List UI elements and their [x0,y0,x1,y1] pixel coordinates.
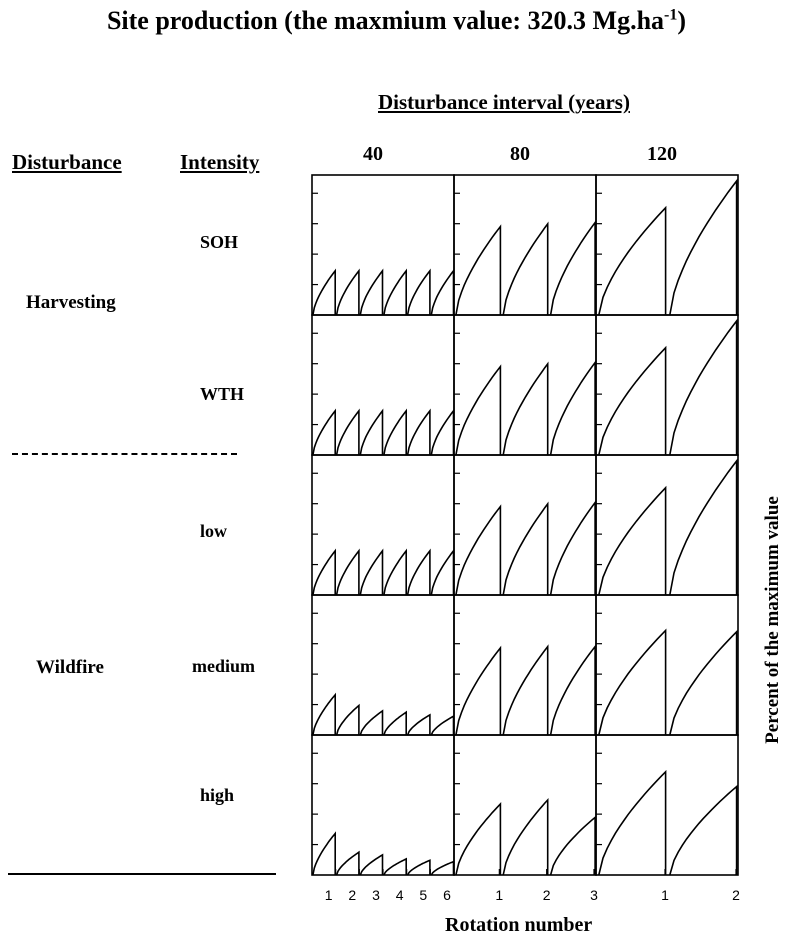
disturbance-header: Disturbance [12,150,122,174]
rotation-curve [549,644,596,736]
intensity-label-soh: SOH [200,232,239,252]
rotation-curve [455,802,502,876]
rotation-curve [312,548,336,596]
rotation-curve [549,360,596,456]
x-tick-label: 4 [395,887,404,903]
rotation-curve [406,859,431,876]
rotation-curve [549,815,596,876]
panel-wth-120 [595,314,739,456]
rotation-curve [598,628,667,736]
x-tick-label: 3 [590,887,598,903]
interval-header-120: 120 [647,143,677,165]
intensity-label-high: high [200,785,235,805]
intensity-label-wth: WTH [200,384,245,404]
rotation-curve [502,501,549,596]
rotation-curve [383,408,407,456]
rotation-curve [549,500,596,596]
rotation-curve [383,857,407,876]
x-tick-label: 6 [443,887,451,903]
rotation-curve [455,364,502,456]
panel-soh-80 [453,174,597,316]
interval-header-80: 80 [510,143,530,165]
x-tick-label: 1 [324,887,333,903]
rotation-curve [383,548,407,596]
intensity-header: Intensity [180,150,260,174]
y-axis-label: Percent of the maximum value [762,496,783,744]
rotation-curve [359,709,384,736]
rotation-curve [598,485,667,596]
rotation-curve [335,268,360,316]
x-tick-label: 2 [732,887,740,903]
rotation-curve [502,797,549,876]
x-tick-label: 2 [348,887,357,903]
x-tick-label: 1 [495,887,504,903]
rotation-curve [598,345,667,456]
column-axis-title: Disturbance interval (years) [378,90,630,114]
panel-soh-120 [595,174,739,316]
rotation-curve [669,318,738,456]
rotation-curve [406,548,431,596]
rotation-curve [335,850,360,876]
intensity-label-medium: medium [192,656,255,676]
rotation-curve [430,860,455,876]
rotation-curve [383,268,407,316]
x-tick-label: 3 [372,887,380,903]
disturbance-label-wildfire: Wildfire [36,657,104,678]
panel-low-120 [595,454,739,596]
intensity-label-low: low [200,521,227,541]
rotation-curve [359,548,384,596]
rotation-curve [312,408,336,456]
rotation-curve [598,205,667,316]
panel-wth-80 [453,314,597,456]
rotation-curve [430,548,455,596]
rotation-curve [406,268,431,316]
rotation-curve [669,178,738,316]
rotation-curve [430,408,455,456]
rotation-curve [669,629,738,736]
rotation-curve [312,268,336,316]
rotation-curve [455,224,502,316]
x-tick-label: 1 [661,887,669,903]
rotation-curve [669,784,738,876]
panel-medium-120 [595,594,739,736]
chart-title: Site production (the maxmium value: 320.… [106,6,687,35]
interval-header-40: 40 [363,143,383,165]
section-divider [12,453,237,455]
rotation-curve [669,458,738,596]
rotation-curve [312,831,336,876]
disturbance-label-harvesting: Harvesting [26,292,116,313]
panel-medium-80 [453,594,597,736]
rotation-curve [455,645,502,736]
rotation-curve [383,710,407,736]
rotation-curve [335,408,360,456]
panel-high-120 [595,734,739,876]
x-tick-label: 5 [419,887,428,903]
rotation-curve [455,504,502,596]
rotation-curve [359,408,384,456]
rotation-curve [549,220,596,316]
rotation-curve [335,703,360,736]
rotation-curve [502,221,549,316]
rotation-curve [502,644,549,736]
rotation-curve [502,361,549,456]
rotation-curve [598,769,667,876]
rotation-curve [359,853,384,876]
rotation-curve [430,714,455,736]
x-tick-label: 2 [542,887,551,903]
rotation-curve [359,268,384,316]
rotation-curve [406,713,431,736]
bottom-rule [8,873,276,875]
rotation-curve [335,548,360,596]
rotation-curve [430,268,455,316]
rotation-curve [312,692,336,736]
panel-high-80 [453,734,597,876]
panel-low-80 [453,454,597,596]
x-axis-label: Rotation number [445,914,593,936]
rotation-curve [406,408,431,456]
